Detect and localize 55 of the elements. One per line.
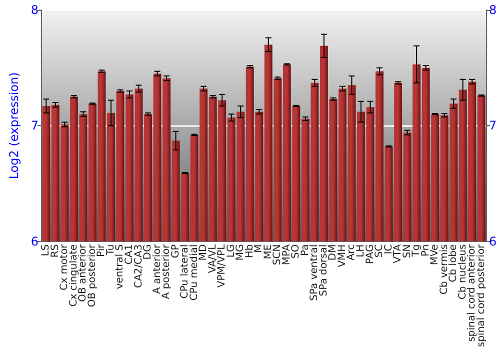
x-tick-label: VPM/VPL	[216, 244, 228, 288]
x-tick-label: DM	[328, 244, 339, 261]
x-tick-label: CPu medial	[188, 244, 200, 301]
x-tick-label: CPu lateral	[180, 244, 191, 299]
x-tick-label: SCN	[272, 244, 284, 266]
x-tick-label: GP	[170, 244, 182, 258]
x-tick-label: Cb nucleus	[457, 244, 468, 300]
x-tick-label: SO	[290, 244, 302, 259]
x-tick-label: MD	[198, 244, 210, 261]
x-tick-label: Pir	[96, 243, 108, 257]
y2-tick-label: 6	[489, 234, 497, 248]
x-tick-label: LH	[355, 244, 366, 258]
x-tick-label: Hb	[244, 244, 256, 258]
x-tick-label: VA/VL	[207, 244, 218, 274]
y-tick-label: 6	[30, 234, 39, 248]
y-tick-label: 7	[30, 118, 39, 133]
x-tick-label: LG	[226, 244, 237, 258]
x-tick-label: RS	[50, 244, 61, 258]
x-tick-label: Tg	[411, 244, 422, 258]
x-tick-label: A posterior	[161, 243, 172, 300]
x-tick-label: OB posterior	[86, 243, 98, 308]
x-tick-label: Cx motor	[59, 243, 70, 290]
x-tick-label: SPa dorsal	[318, 244, 330, 296]
y-axis-title: Log2 (expression)	[7, 72, 21, 180]
x-tick-label: VTA	[392, 244, 404, 264]
x-tick-label: Cb lobe	[448, 244, 460, 282]
x-tick-label: OB anterior	[78, 243, 89, 302]
y2-tick-label: 7	[489, 118, 497, 133]
x-tick-label: Cx cingulate	[68, 244, 80, 307]
x-tick-label: SC	[374, 244, 386, 258]
x-tick-label: CA1	[124, 244, 135, 264]
x-tick-label: spinal cord anterior	[466, 243, 478, 342]
x-tick-label: MG	[235, 244, 246, 261]
x-tick-label: LS	[40, 244, 52, 256]
x-tick-label: M	[254, 244, 265, 253]
x-tick-label: Tu	[105, 244, 116, 256]
x-tick-label: A anterior	[152, 243, 163, 294]
x-tick-label: MPA	[281, 244, 292, 266]
x-tick-label: SN	[402, 244, 413, 258]
x-tick-label: VMH	[336, 244, 348, 268]
x-tick-label: CA2/CA3	[133, 244, 144, 288]
x-tick-label: MVe	[430, 244, 441, 266]
x-tick-label: DG	[142, 244, 154, 260]
x-tick-label: Pa	[300, 244, 311, 256]
y-tick-label: 8	[30, 3, 39, 17]
x-tick-label: SPa ventral	[309, 244, 320, 301]
x-tick-label: PAG	[364, 244, 376, 264]
x-tick-label: IC	[383, 244, 394, 254]
x-tick-label: ventral S	[114, 244, 126, 290]
y2-tick-label: 8	[489, 3, 497, 17]
x-tick-label: Cb vermis	[438, 244, 450, 295]
x-tick-label: spinal cord posterior	[476, 243, 487, 348]
x-tick-label: Pn	[420, 244, 432, 256]
x-tick-label: ME	[262, 244, 274, 260]
x-tick-label: Arc	[346, 244, 358, 261]
